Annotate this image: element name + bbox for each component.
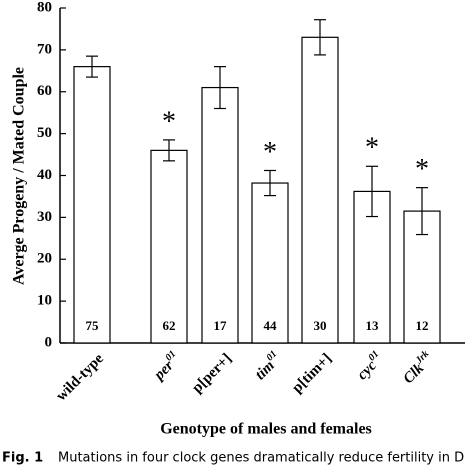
category-name: p[tim+]	[290, 351, 336, 397]
caption-label: Fig. 1	[2, 451, 43, 465]
sample-size: 30	[314, 318, 327, 333]
x-tick-label: ClkJrk	[399, 349, 438, 388]
x-tick-label: per01	[148, 349, 184, 385]
y-tick-label: 0	[45, 334, 53, 350]
category-name: wild-type	[54, 351, 108, 405]
caption-text: Mutations in four clock genes dramatical…	[58, 451, 464, 465]
y-tick-label: 50	[37, 125, 52, 141]
bar	[73, 66, 111, 344]
y-tick-label: 10	[37, 293, 52, 309]
error-bar	[264, 169, 276, 197]
error-bar	[314, 19, 326, 56]
category-name: Clk	[401, 360, 428, 387]
bar	[201, 86, 239, 344]
y-axis-title: Averge Progeny / Mated Couple	[11, 67, 28, 285]
sample-size: 75	[86, 318, 100, 333]
y-tick-label: 60	[37, 83, 52, 99]
category-name: p[per+]	[190, 351, 236, 397]
error-bar	[416, 187, 428, 236]
y-tick-label: 20	[37, 251, 52, 267]
y-tick-label: 70	[37, 41, 52, 57]
bar	[301, 36, 339, 344]
x-tick-label: wild-type	[54, 351, 108, 405]
significance-marker: *	[365, 133, 379, 164]
x-tick-label: p[tim+]	[290, 351, 336, 397]
y-tick-label: 40	[37, 167, 52, 183]
sample-size: 62	[163, 318, 176, 333]
x-tick-label: p[per+]	[190, 351, 236, 397]
y-tick-label: 30	[37, 209, 52, 225]
x-axis-title: Genotype of males and females	[160, 421, 372, 438]
error-bar	[163, 139, 175, 162]
significance-marker: *	[415, 154, 429, 185]
category-name: per	[150, 358, 177, 385]
x-tick-label: tim01	[251, 349, 286, 384]
category-name: cyc	[355, 358, 381, 384]
bar	[150, 149, 188, 344]
error-bar	[86, 55, 98, 78]
category-name: tim	[253, 358, 278, 383]
significance-marker: *	[162, 106, 176, 137]
x-tick-label: cyc01	[353, 349, 388, 384]
y-tick-label: 80	[37, 0, 52, 15]
bar	[251, 182, 289, 344]
sample-size: 17	[214, 318, 228, 333]
error-bar	[214, 66, 226, 110]
sample-size: 13	[366, 318, 380, 333]
sample-size: 12	[416, 318, 429, 333]
sample-size: 44	[264, 318, 278, 333]
significance-marker: *	[263, 137, 277, 168]
error-bar	[366, 165, 378, 218]
